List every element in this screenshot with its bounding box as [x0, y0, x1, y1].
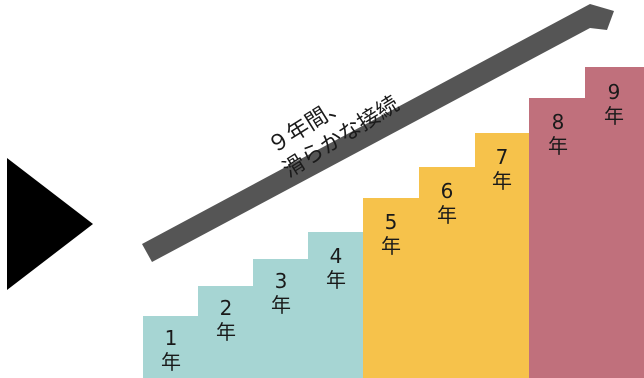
step-label-8-number: 8 [551, 110, 565, 134]
step-label-4: 4 年 [314, 244, 358, 292]
step-label-6-unit: 年 [437, 203, 457, 227]
step-label-4-number: 4 [329, 244, 343, 268]
step-label-5-unit: 年 [381, 234, 401, 258]
play-triangle-icon [7, 158, 93, 290]
step-label-3-unit: 年 [271, 293, 291, 317]
step-label-2-number: 2 [219, 296, 233, 320]
step-label-2-unit: 年 [216, 320, 236, 344]
step-label-8-unit: 年 [548, 134, 568, 158]
step-label-4-unit: 年 [326, 268, 346, 292]
step-label-6-number: 6 [440, 179, 454, 203]
step-grade-1 [143, 316, 199, 378]
step-label-6: 6 年 [425, 179, 469, 227]
step-label-2: 2 年 [204, 296, 248, 344]
step-label-7-number: 7 [495, 145, 509, 169]
step-grade-8 [529, 98, 586, 378]
step-grade-6 [419, 167, 476, 378]
step-label-5: 5 年 [369, 210, 413, 258]
step-label-9-unit: 年 [604, 104, 624, 128]
step-grade-2 [198, 286, 254, 378]
step-grade-9 [585, 67, 644, 378]
step-label-3: 3 年 [259, 269, 303, 317]
step-grade-3 [253, 259, 309, 378]
growth-arrow [142, 4, 614, 262]
step-label-9-number: 9 [607, 80, 621, 104]
step-label-1-number: 1 [164, 326, 178, 350]
step-grade-4 [308, 232, 364, 378]
step-label-5-number: 5 [384, 210, 398, 234]
step-grade-7 [475, 133, 530, 378]
step-label-8: 8 年 [536, 110, 580, 158]
step-label-7-unit: 年 [492, 169, 512, 193]
step-label-1-unit: 年 [161, 350, 181, 374]
step-label-9: 9 年 [592, 80, 636, 128]
step-label-7: 7 年 [480, 145, 524, 193]
step-label-3-number: 3 [274, 269, 288, 293]
step-grade-5 [363, 198, 420, 378]
step-label-1: 1 年 [149, 326, 193, 374]
